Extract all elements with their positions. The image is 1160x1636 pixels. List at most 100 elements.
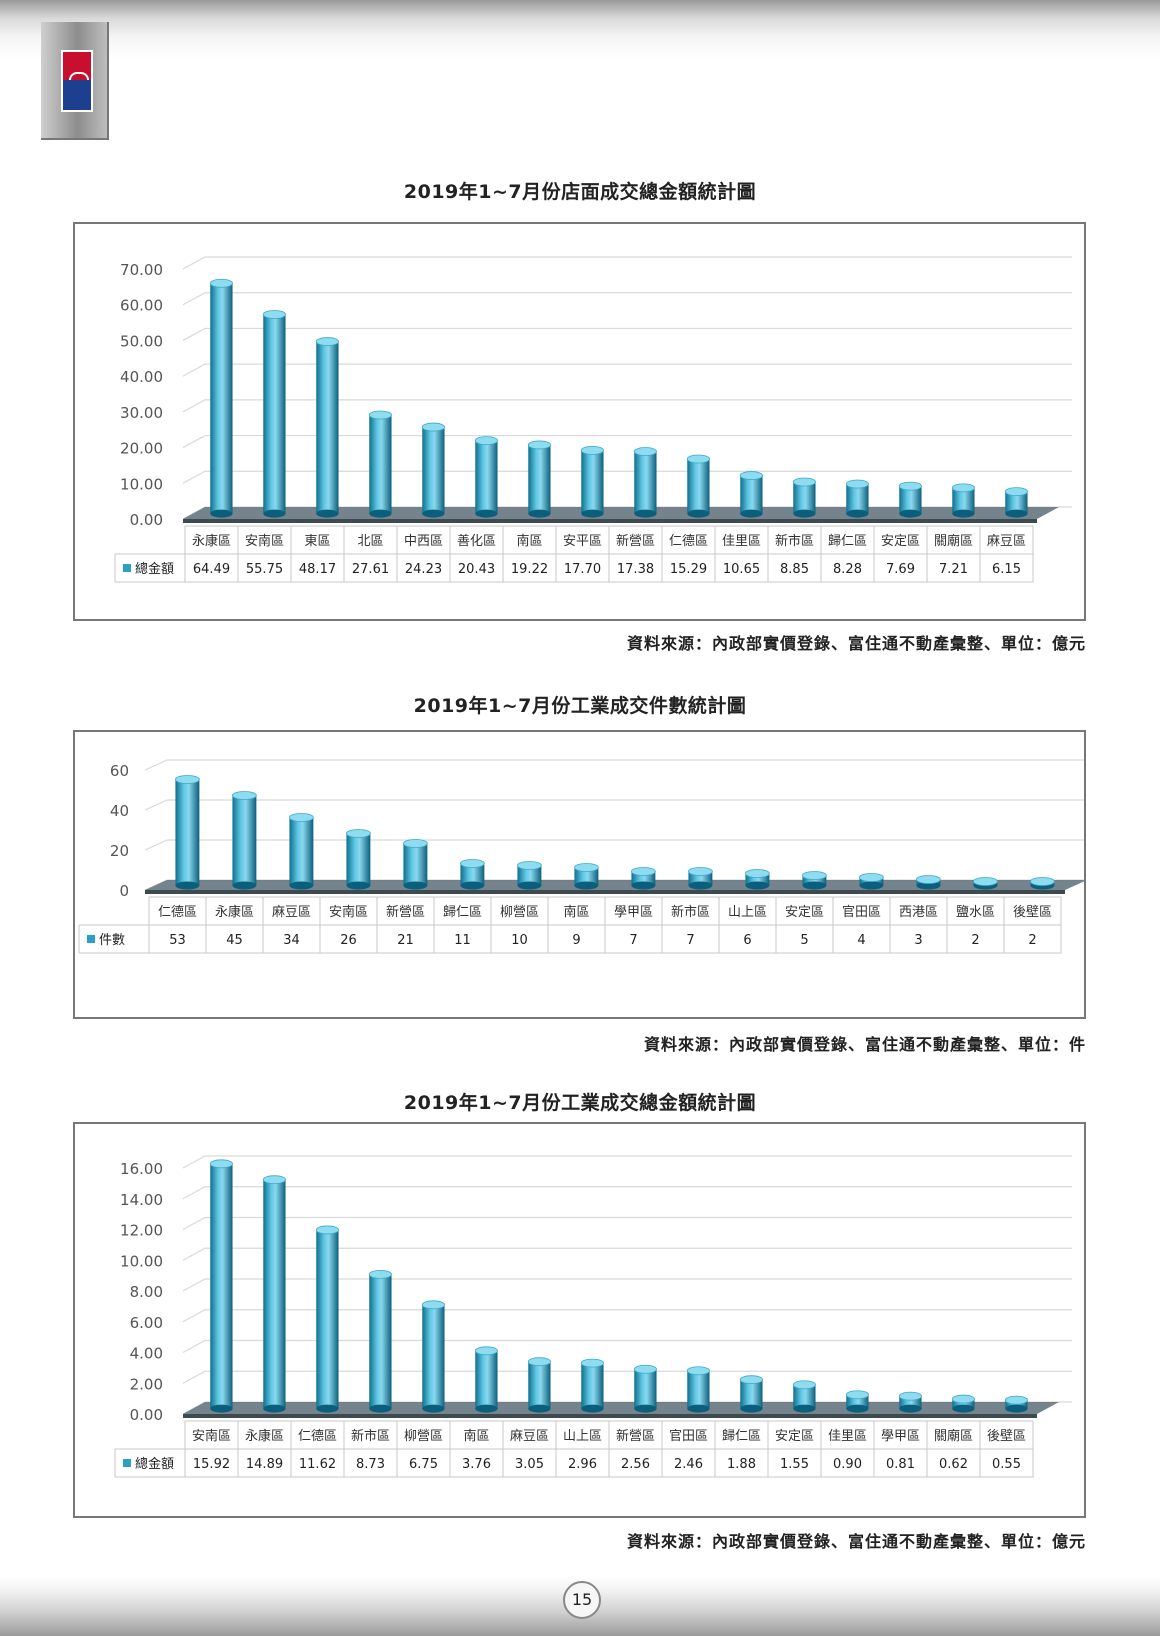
bar-top	[1004, 487, 1028, 497]
category-label: 麻豆區	[987, 534, 1026, 549]
bar-base	[1005, 1404, 1028, 1413]
data-label: 34	[283, 933, 300, 948]
category-label: 官田區	[842, 904, 881, 920]
data-label: 5	[800, 933, 808, 948]
data-label: 6.75	[409, 1457, 438, 1472]
category-label: 歸仁區	[722, 1429, 761, 1444]
bar-base	[460, 881, 485, 890]
category-label: 鹽水區	[956, 905, 995, 920]
y-tick-label: 50.00	[120, 332, 163, 350]
data-label: 2.56	[621, 1457, 650, 1472]
chart-1-frame: 0.00 10.00 20.00 30.00 40.00 50.00 60.00 70.00 永…	[73, 222, 1086, 621]
bar-top	[1004, 1395, 1028, 1405]
bar-base	[952, 509, 975, 518]
chart-1-source: 資料來源：內政部實價登錄、富住通不動產彙整、單位：億元	[626, 634, 1086, 653]
category-label: 山上區	[563, 1429, 602, 1444]
category-label: 關廟區	[934, 1428, 973, 1444]
page-number: 15	[563, 1581, 601, 1619]
y-tick-label: 40	[110, 802, 129, 820]
chart-1-title: 2019年1~7月份店面成交總金額統計圖	[403, 181, 757, 203]
bar-base	[210, 509, 233, 518]
bar-base	[581, 509, 604, 518]
data-label: 3.76	[462, 1457, 491, 1472]
bar-base	[475, 509, 498, 518]
data-label: 9	[572, 933, 580, 948]
data-label: 20.43	[458, 562, 495, 577]
bar-top	[232, 791, 257, 800]
bar	[263, 1179, 286, 1409]
y-tick-label: 10.00	[120, 475, 163, 493]
category-label: 麻豆區	[510, 1429, 549, 1444]
category-label: 新市區	[775, 533, 814, 549]
bar-base	[422, 1404, 445, 1413]
chart-2-title: 2019年1~7月份工業成交件數統計圖	[413, 695, 747, 717]
data-label: 7	[629, 933, 637, 948]
bar-top	[745, 869, 770, 878]
bar	[1005, 491, 1028, 514]
bar-top	[517, 861, 542, 870]
legend-swatch	[123, 1459, 131, 1467]
category-label: 永康區	[192, 533, 231, 549]
category-label: 歸仁區	[828, 534, 867, 549]
bar-base	[346, 881, 371, 890]
bar-top	[580, 445, 604, 455]
category-label: 安定區	[775, 1429, 814, 1444]
gridline	[182, 1247, 1072, 1261]
bar-base	[859, 881, 884, 890]
chart-floor	[183, 507, 1059, 519]
data-label: 7.69	[886, 562, 915, 577]
category-label: 新營區	[386, 904, 425, 920]
bar-base	[369, 1404, 392, 1413]
category-label: 後壁區	[1013, 905, 1052, 920]
data-label: 48.17	[299, 562, 336, 577]
gridline	[182, 1278, 1072, 1292]
y-tick-label: 20.00	[120, 440, 163, 458]
data-label: 8.28	[833, 562, 862, 577]
category-label: 南區	[563, 904, 589, 920]
y-tick-label: 10.00	[120, 1252, 163, 1270]
bar	[574, 867, 599, 886]
category-label: 佳里區	[722, 534, 761, 549]
bar-top	[1030, 877, 1055, 886]
data-label: 1.88	[727, 1457, 756, 1472]
category-label: 安定區	[881, 534, 920, 549]
bar	[528, 444, 551, 514]
chart-2-source: 資料來源：內政部實價登錄、富住通不動產彙整、單位：件	[643, 1035, 1086, 1054]
category-label: 佳里區	[828, 1429, 867, 1444]
bar	[263, 314, 286, 514]
bar-base	[316, 1404, 339, 1413]
bar-top	[898, 1391, 922, 1401]
bar	[210, 1163, 233, 1409]
bar	[369, 1274, 392, 1409]
category-label: 南區	[516, 533, 542, 549]
chart-floor	[183, 1402, 1059, 1414]
bar-base	[263, 509, 286, 518]
bar-top	[474, 1346, 498, 1356]
bar-top	[474, 436, 498, 446]
bar	[581, 450, 604, 514]
gridline	[182, 1370, 1072, 1384]
chart-1-svg: 0.00 10.00 20.00 30.00 40.00 50.00 60.00 70.00 永…	[114, 256, 1072, 583]
category-label: 仁德區	[669, 534, 708, 549]
bar-top	[739, 1375, 763, 1385]
bar-base	[369, 509, 392, 518]
bar-top	[315, 1225, 339, 1235]
y-tick-label: 60	[110, 762, 129, 780]
bar	[460, 863, 485, 886]
bar-base	[175, 881, 200, 890]
category-label: 新營區	[616, 1428, 655, 1444]
data-label: 7.21	[939, 562, 968, 577]
bar-base	[687, 1404, 710, 1413]
data-label: 4	[857, 933, 865, 948]
chart-3-svg: 0.00 2.00 4.00 6.00 8.00 10.00 12.00 14.00 16.00…	[114, 1155, 1072, 1478]
chart-2-svg: 0204060仁德區53永康區45麻豆區34安南區26新營區21歸仁區11柳營區…	[78, 759, 1084, 954]
bar-base	[899, 509, 922, 518]
category-label: 關廟區	[934, 533, 973, 549]
category-label: 學甲區	[614, 905, 653, 920]
category-label: 柳營區	[404, 1429, 443, 1444]
y-tick-label: 40.00	[120, 368, 163, 386]
y-tick-label: 6.00	[130, 1314, 163, 1332]
bar	[210, 283, 233, 514]
data-label: 17.38	[617, 562, 654, 577]
category-label: 學甲區	[881, 1429, 920, 1444]
